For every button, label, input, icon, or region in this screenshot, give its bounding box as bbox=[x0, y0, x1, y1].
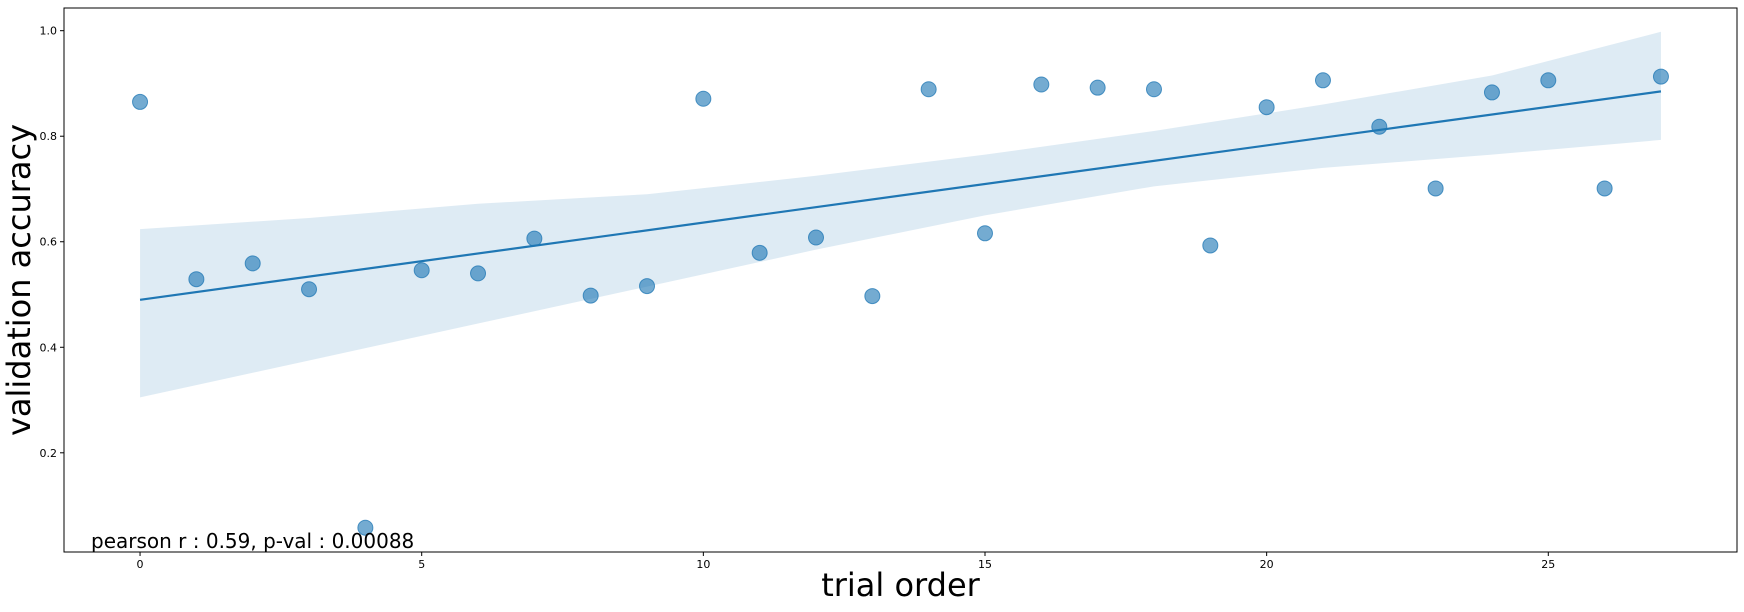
data-point bbox=[1483, 84, 1500, 101]
data-point bbox=[1314, 72, 1331, 89]
points-layer bbox=[132, 68, 1669, 536]
data-point bbox=[920, 81, 937, 98]
data-point bbox=[1033, 76, 1050, 93]
data-point bbox=[751, 244, 768, 261]
data-point bbox=[1202, 237, 1219, 254]
data-point bbox=[470, 265, 487, 282]
y-tick-label: 0.4 bbox=[40, 341, 58, 354]
axes-layer: 0 5 10 15 20 25 0.2 0.4 0.6 0.8 1.0 bbox=[40, 7, 1738, 571]
x-tick-label: 0 bbox=[137, 558, 144, 571]
data-point bbox=[132, 93, 149, 110]
regression-line-layer bbox=[139, 90, 1662, 301]
regression-line bbox=[139, 90, 1662, 301]
data-point bbox=[526, 230, 543, 247]
data-point bbox=[695, 90, 712, 107]
data-point bbox=[301, 281, 318, 298]
data-point bbox=[1371, 118, 1388, 135]
data-point bbox=[582, 287, 599, 304]
confidence-band-layer bbox=[140, 31, 1661, 398]
x-tick-label: 25 bbox=[1541, 558, 1555, 571]
y-tick-label: 1.0 bbox=[40, 25, 58, 38]
data-point bbox=[864, 288, 881, 305]
data-point bbox=[1258, 99, 1275, 116]
confidence-band bbox=[140, 31, 1661, 398]
data-point bbox=[1540, 72, 1557, 89]
y-tick-label: 0.2 bbox=[40, 447, 58, 460]
x-axis-label: trial order bbox=[821, 566, 980, 604]
data-point bbox=[808, 229, 825, 246]
x-tick-label: 10 bbox=[696, 558, 710, 571]
plot-frame bbox=[63, 7, 1738, 553]
data-point bbox=[1089, 79, 1106, 96]
data-point bbox=[244, 255, 261, 272]
y-tick-label: 0.8 bbox=[40, 130, 58, 143]
y-axis-label: validation accuracy bbox=[0, 124, 38, 436]
data-point bbox=[188, 271, 205, 288]
data-point bbox=[639, 278, 656, 295]
y-tick-label: 0.6 bbox=[40, 236, 58, 249]
data-point bbox=[357, 519, 374, 536]
data-point bbox=[413, 262, 430, 279]
x-tick-label: 20 bbox=[1260, 558, 1274, 571]
x-tick-label: 15 bbox=[978, 558, 992, 571]
data-point bbox=[1652, 68, 1669, 85]
data-point bbox=[1596, 180, 1613, 197]
data-point bbox=[1427, 180, 1444, 197]
data-point bbox=[976, 225, 993, 242]
data-point bbox=[1145, 81, 1162, 98]
pearson-annotation: pearson r : 0.59, p-val : 0.00088 bbox=[91, 529, 414, 553]
x-tick-label: 5 bbox=[418, 558, 425, 571]
